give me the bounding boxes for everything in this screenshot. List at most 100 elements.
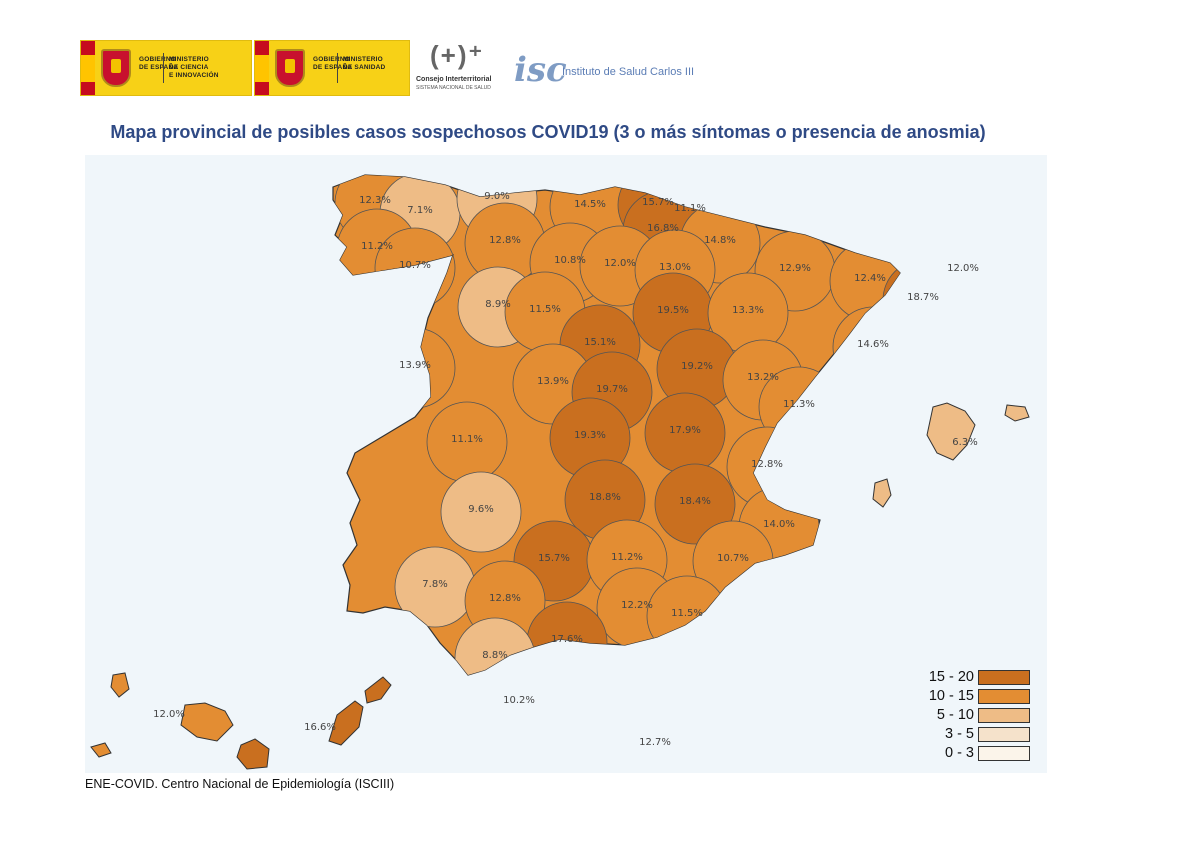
province-value-label: 9.6% — [468, 504, 493, 515]
province-value-label: 8.8% — [482, 650, 507, 661]
province-value-label: 18.7% — [907, 292, 939, 303]
province-value-label: 7.1% — [407, 205, 432, 216]
province-value-label: 11.5% — [671, 608, 703, 619]
isciii-name: Instituto de Salud Carlos III — [562, 66, 695, 78]
province-value-label: 15.7% — [642, 197, 674, 208]
legend-item: 3 - 5 — [880, 725, 1040, 744]
province-value-label: 15.7% — [538, 553, 570, 564]
header-logos: GOBIERNO DE ESPAÑA MINISTERIO DE CIENCIA… — [80, 40, 720, 96]
province-value-label: 11.2% — [611, 552, 643, 563]
province-value-label: 12.9% — [779, 263, 811, 274]
spain-flag-icon — [255, 41, 269, 95]
province-value-label: 15.1% — [584, 337, 616, 348]
province-value-label: 19.2% — [681, 361, 713, 372]
province-value-label: 14.6% — [857, 339, 889, 350]
consejo-subtitle: SISTEMA NACIONAL DE SALUD — [416, 85, 491, 91]
legend-swatch — [978, 708, 1030, 723]
province-value-label: 11.5% — [529, 304, 561, 315]
province-value-label: 9.0% — [484, 191, 509, 202]
province-region — [654, 463, 736, 545]
province-value-label: 18.4% — [679, 496, 711, 507]
coat-of-arms-icon — [275, 49, 305, 87]
province-value-label: 19.5% — [657, 305, 689, 316]
isciii-mark-icon: isc — [514, 50, 567, 90]
source-note: ENE-COVID. Centro Nacional de Epidemiolo… — [85, 777, 395, 791]
provinces-layer — [90, 174, 1030, 770]
logo-divider — [337, 53, 338, 83]
fuerteventura-region — [328, 700, 364, 746]
province-value-label: 11.3% — [783, 399, 815, 410]
province-value-label: 12.0% — [947, 263, 979, 274]
province-value-label: 10.2% — [503, 695, 535, 706]
province-value-label: 16.8% — [647, 223, 679, 234]
province-value-label: 17.9% — [669, 425, 701, 436]
province-value-label: 12.7% — [639, 737, 671, 748]
province-value-label: 13.9% — [537, 376, 569, 387]
coat-of-arms-icon — [101, 49, 131, 87]
province-value-label: 18.8% — [589, 492, 621, 503]
cross-icon: (+)⁺ — [430, 40, 485, 70]
gobierno-label: GOBIERNO DE ESPAÑA — [139, 56, 179, 71]
province-value-label: 17.6% — [551, 634, 583, 645]
legend-item: 0 - 3 — [880, 744, 1040, 763]
legend-label: 15 - 20 — [928, 669, 974, 685]
province-value-label: 14.8% — [704, 235, 736, 246]
legend-swatch — [978, 670, 1030, 685]
map-panel: 12.3% 7.1% 9.0% 14.5% 15.7% 11.1% 16.8% 11.2% 12… — [85, 155, 1047, 773]
baleares-region — [926, 402, 976, 461]
legend-swatch — [978, 727, 1030, 742]
legend-label: 10 - 15 — [928, 688, 974, 704]
province-value-label: 6.3% — [952, 437, 977, 448]
gobierno-sanidad-logo: GOBIERNO DE ESPAÑA MINISTERIO DE SANIDAD — [254, 40, 410, 96]
province-value-label: 11.1% — [451, 434, 483, 445]
province-value-label: 12.8% — [489, 235, 521, 246]
province-value-label: 7.8% — [422, 579, 447, 590]
province-value-label: 14.0% — [763, 519, 795, 530]
menorca-region — [1004, 404, 1030, 422]
province-value-label: 14.5% — [574, 199, 606, 210]
province-map: 12.3%7.1%9.0%14.5% 15.7%11.1%16.8%11.2%12… — [90, 174, 1030, 770]
province-region — [440, 471, 522, 553]
spain-flag-icon — [81, 41, 95, 95]
el-hierro-region — [90, 742, 112, 758]
province-value-label: 10.7% — [717, 553, 749, 564]
tenerife-region — [180, 702, 234, 742]
legend-label: 5 - 10 — [936, 707, 974, 723]
province-value-label: 12.8% — [751, 459, 783, 470]
province-value-label: 11.1% — [674, 203, 706, 214]
ministerio-sanidad-label: MINISTERIO DE SANIDAD — [343, 56, 386, 71]
province-value-label: 10.7% — [399, 260, 431, 271]
gobierno-label: GOBIERNO DE ESPAÑA — [313, 56, 353, 71]
province-cells — [334, 175, 900, 675]
province-value-label: 12.0% — [604, 258, 636, 269]
legend-label: 3 - 5 — [944, 726, 974, 742]
legend-swatch — [978, 689, 1030, 704]
province-value-label: 8.9% — [485, 299, 510, 310]
legend-item: 15 - 20 — [880, 668, 1040, 687]
province-value-label: 13.0% — [659, 262, 691, 273]
province-value-label: 12.8% — [489, 593, 521, 604]
province-value-label: 12.4% — [854, 273, 886, 284]
province-value-label: 10.8% — [554, 255, 586, 266]
consejo-interterritorial-logo: (+)⁺ Consejo Interterritorial SISTEMA NA… — [416, 40, 506, 96]
province-value-label: 16.6% — [304, 722, 336, 733]
legend-swatch — [978, 746, 1030, 761]
province-value-label: 13.2% — [747, 372, 779, 383]
legend-label: 0 - 3 — [944, 745, 974, 761]
province-value-label: 19.7% — [596, 384, 628, 395]
ibiza-region — [872, 478, 892, 508]
isciii-logo: isc Instituto de Salud Carlos III — [514, 50, 714, 90]
province-value-label: 19.3% — [574, 430, 606, 441]
ministerio-ciencia-label: MINISTERIO DE CIENCIA E INNOVACIÓN — [169, 56, 219, 79]
lanzarote-region — [364, 676, 392, 704]
legend-item: 10 - 15 — [880, 687, 1040, 706]
province-value-label: 13.3% — [732, 305, 764, 316]
gran-canaria-region — [236, 738, 270, 770]
province-value-label: 12.2% — [621, 600, 653, 611]
province-value-label: 11.2% — [361, 241, 393, 252]
gobierno-ciencia-logo: GOBIERNO DE ESPAÑA MINISTERIO DE CIENCIA… — [80, 40, 252, 96]
province-labels-layer: 12.3%7.1%9.0%14.5% 15.7%11.1%16.8%11.2%12… — [153, 191, 979, 748]
la-palma-region — [110, 672, 130, 698]
province-value-label: 12.3% — [359, 195, 391, 206]
map-legend: 15 - 20 10 - 15 5 - 10 3 - 5 0 - 3 — [880, 668, 1040, 763]
